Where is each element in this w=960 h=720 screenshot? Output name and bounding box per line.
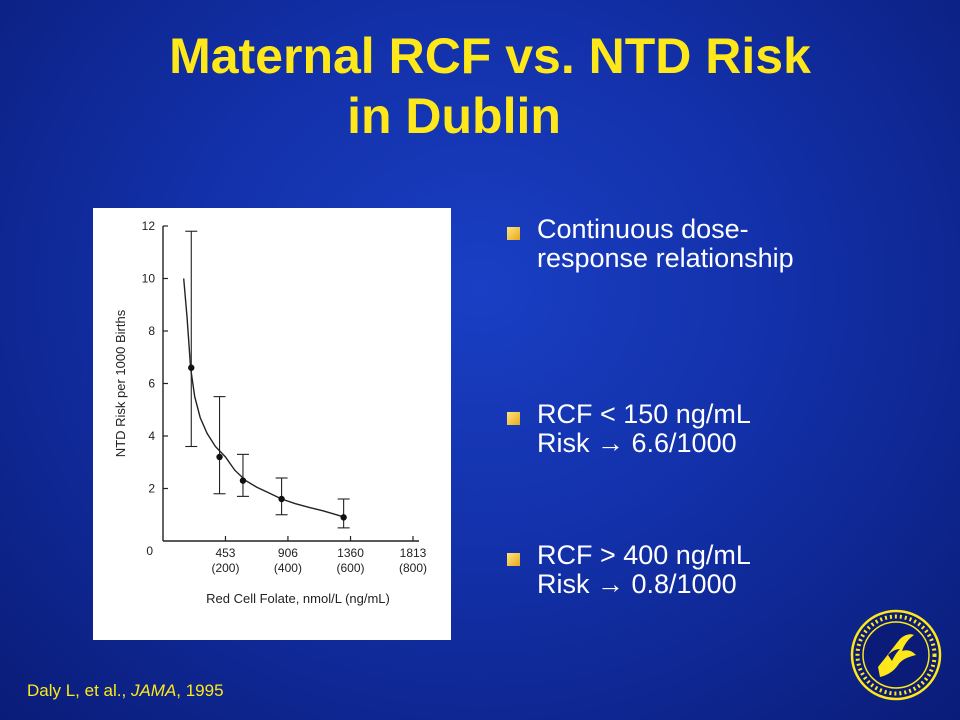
ntd-risk-chart: 2 4 6 8 10 12 0 453(200) 906(400) 1360(600) 1813(8…	[113, 219, 427, 606]
bullet-text-line-1: RCF > 400 ng/mL	[537, 540, 751, 570]
data-point	[216, 453, 223, 461]
bullet-text-line-2: Risk → 6.6/1000	[537, 428, 737, 458]
data-point	[239, 477, 247, 484]
citation-year: , 1995	[176, 681, 224, 700]
bullet-square-icon	[507, 227, 520, 240]
data-point	[278, 495, 285, 503]
x-tick-label: 1813	[400, 546, 427, 560]
bullet-text-line-1: RCF < 150 ng/mL	[537, 399, 751, 429]
x-tick-label: 1360	[337, 546, 364, 560]
data-point	[188, 364, 195, 371]
x-tick-sublabel: (800)	[399, 561, 427, 575]
bullet-text: Continuous dose-response relationship	[537, 214, 794, 273]
x-axis-label: Red Cell Folate, nmol/L (ng/mL)	[206, 591, 390, 606]
y-tick-label: 12	[142, 219, 156, 233]
x-zero-label: 0	[146, 544, 153, 558]
chart-marks	[183, 230, 350, 529]
slide-title: Maternal RCF vs. NTD Risk in Dublin	[0, 26, 960, 146]
x-tick-sublabel: (600)	[337, 561, 365, 575]
y-tick-label: 6	[148, 377, 155, 391]
y-tick-label: 2	[148, 482, 155, 496]
bullet-item-high-rcf: RCF > 400 ng/mL Risk → 0.8/1000	[507, 541, 847, 599]
bullet-item-low-rcf: RCF < 150 ng/mL Risk → 6.6/1000	[507, 400, 847, 458]
citation-authors: Daly L, et al.,	[27, 681, 131, 700]
dose-response-curve	[183, 278, 346, 519]
chart-labels: 2 4 6 8 10 12 0 453(200) 906(400) 1360(600) 1813(8…	[113, 219, 427, 606]
y-tick-label: 10	[142, 272, 156, 286]
y-tick-label: 8	[148, 324, 155, 338]
citation-journal: JAMA	[130, 681, 177, 700]
chart-panel: 2 4 6 8 10 12 0 453 (200) 906 (400) 1360 (600) 1813 (8…	[93, 208, 451, 640]
slide-title-line-1: Maternal RCF vs. NTD Risk	[169, 28, 811, 84]
data-point	[340, 514, 347, 521]
x-tick-sublabel: (200)	[211, 561, 239, 575]
y-tick-label: 4	[148, 429, 155, 443]
bullet-item-dose-response: Continuous dose-response relationship	[507, 215, 847, 273]
x-tick-label: 906	[278, 546, 298, 560]
bullet-square-icon	[507, 553, 520, 566]
slide-title-line-2: in Dublin	[347, 88, 561, 144]
chart-axes	[162, 225, 419, 542]
x-tick-label: 453	[215, 546, 235, 560]
citation: Daly L, et al., JAMA, 1995	[27, 681, 224, 701]
bullet-text-line-2: Risk → 0.8/1000	[537, 569, 737, 599]
bullet-square-icon	[507, 412, 520, 425]
hhs-seal-icon	[850, 609, 942, 701]
y-axis-label: NTD Risk per 1000 Births	[113, 309, 128, 457]
x-tick-sublabel: (400)	[274, 561, 302, 575]
